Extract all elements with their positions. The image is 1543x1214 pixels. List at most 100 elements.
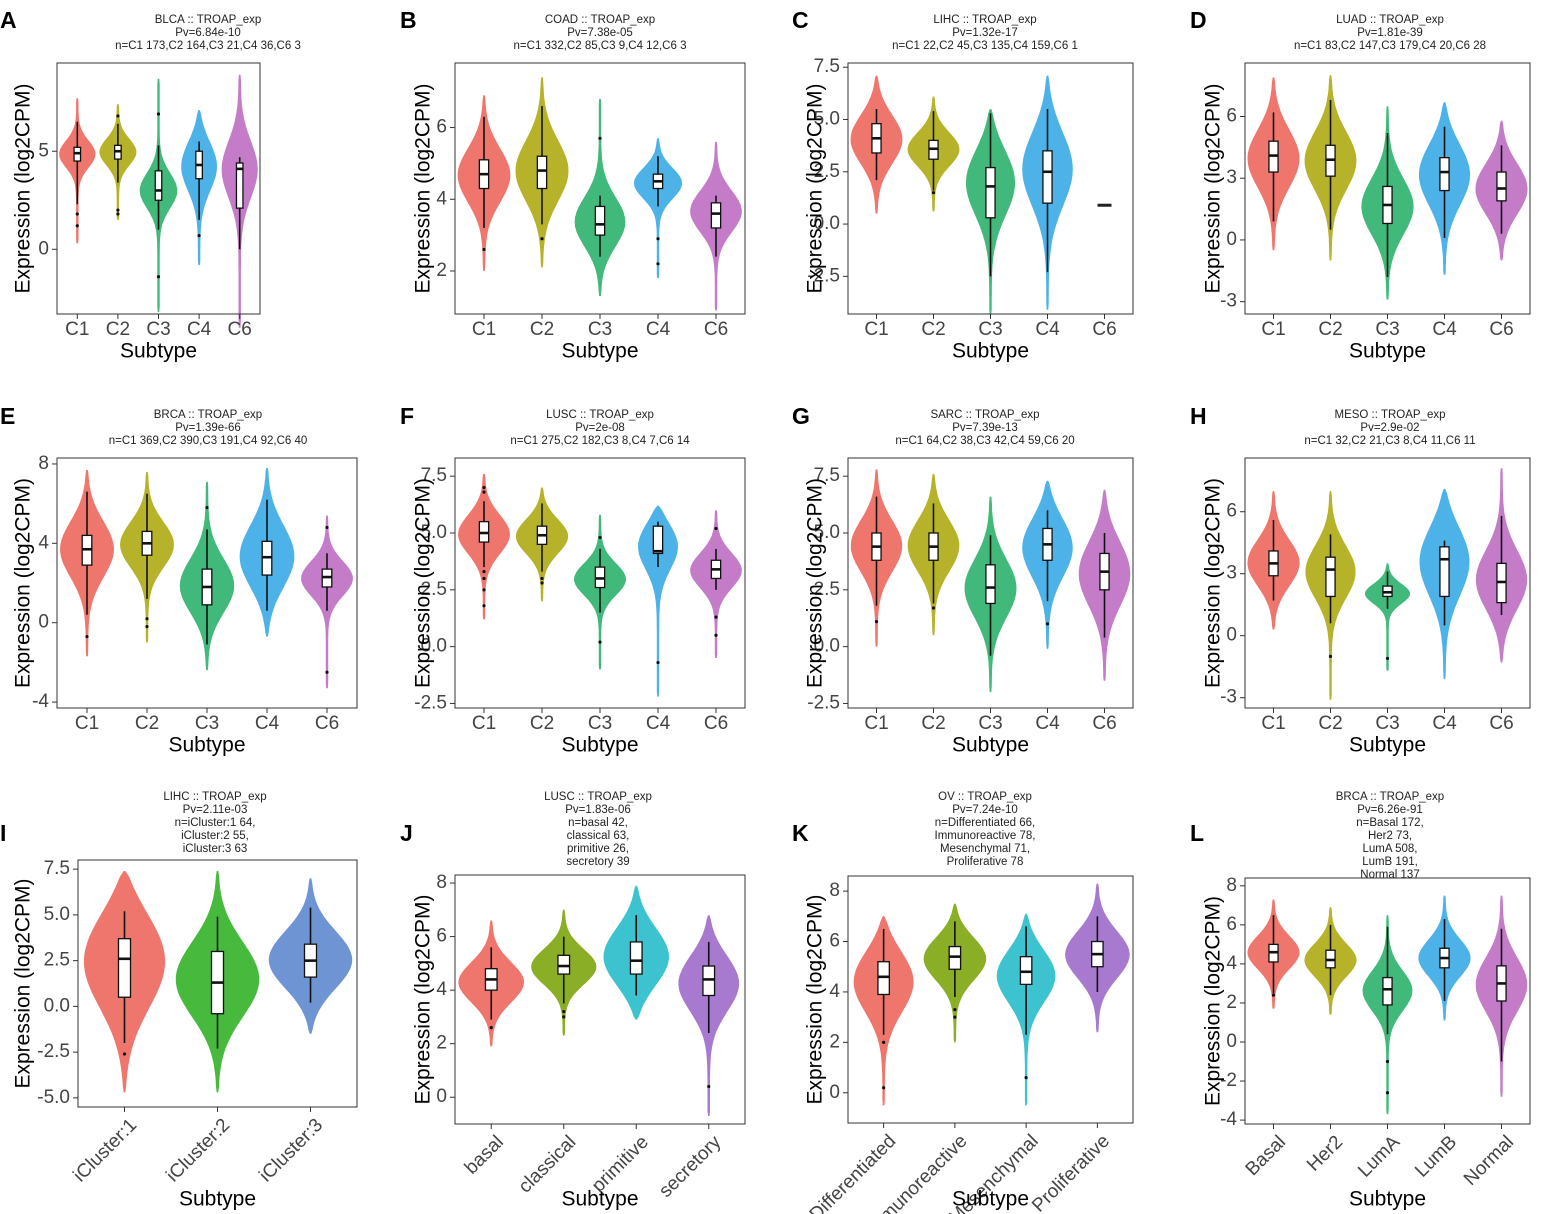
- x-tick-label: C2: [530, 319, 554, 340]
- y-tick-label: 0.0: [44, 995, 70, 1016]
- y-tick-label: 6: [436, 926, 447, 947]
- y-axis-title: Expression (log2CPM): [1202, 896, 1225, 1106]
- y-tick-label: 5.0: [814, 108, 840, 129]
- chart-title-line: LumA 508,: [1363, 843, 1418, 855]
- x-tick-label: C3: [588, 319, 612, 340]
- y-tick-label: 0.0: [814, 636, 840, 657]
- x-tick-label: C1: [1261, 713, 1285, 734]
- box: [1325, 556, 1336, 598]
- y-tick-label: 0.0: [814, 213, 840, 234]
- chart-title-line: Pv=7.24e-10: [952, 804, 1018, 816]
- outlier-point: [482, 485, 486, 490]
- plot-frame: [454, 874, 746, 1125]
- y-tick-label: 0.0: [421, 636, 447, 657]
- violin-c2: [1304, 75, 1357, 261]
- violin-c3: [139, 78, 178, 312]
- y-tick-label: 0: [1226, 1031, 1237, 1052]
- y-tick-label: 8: [1226, 875, 1237, 896]
- x-tick-label: C2: [921, 713, 945, 734]
- box: [702, 965, 716, 997]
- y-tick-label: 2: [436, 1033, 447, 1054]
- x-tick-label: C2: [921, 319, 945, 340]
- violin-primitive: [603, 885, 669, 1020]
- y-axis-title: Expression (log2CPM): [1202, 478, 1225, 688]
- box: [557, 954, 571, 975]
- outlier-point: [882, 1040, 886, 1044]
- violin-c2: [1305, 491, 1356, 700]
- chart-title-line: BRCA :: TROAP_exp: [154, 409, 262, 421]
- chart-title-line: SARC :: TROAP_exp: [930, 409, 1039, 421]
- chart-title-line: BRCA :: TROAP_exp: [1336, 791, 1444, 803]
- violin-c4: [1022, 75, 1073, 310]
- outlier-point: [75, 224, 79, 228]
- y-tick-label: -2.5: [414, 692, 447, 713]
- outlier-point: [540, 581, 544, 585]
- chart-title-line: LIHC :: TROAP_exp: [163, 791, 266, 803]
- violin-c2: [120, 471, 174, 643]
- chart-title-line: Pv=1.39e-66: [175, 422, 241, 434]
- outlier-point: [714, 615, 718, 619]
- x-tick-label: iCluster:2: [162, 1115, 234, 1187]
- outlier-point: [562, 1015, 566, 1019]
- violin-basal: [458, 920, 525, 1047]
- x-tick-label: C6: [704, 319, 728, 340]
- x-tick-label: C4: [646, 713, 671, 734]
- violin-c4: [1418, 102, 1471, 275]
- chart-title-line: Immunoreactive 78,: [935, 830, 1036, 842]
- x-tick-label: C1: [75, 713, 99, 734]
- chart-title-line: Mesenchymal 71,: [940, 843, 1030, 855]
- chart-title-line: n=C1 22,C2 45,C3 135,C4 159,C6 1: [892, 40, 1078, 52]
- violin-c3: [574, 514, 626, 670]
- chart-title-line: iCluster:3 63: [183, 843, 248, 855]
- y-tick-label: -4: [32, 691, 49, 712]
- outlier-point: [145, 625, 149, 629]
- chart-title-line: primitive 26,: [567, 843, 629, 855]
- x-tick-label: C3: [978, 319, 1002, 340]
- x-tick-label: Basal: [1242, 1132, 1290, 1180]
- violin-c3: [966, 109, 1015, 314]
- outlier-point: [197, 233, 201, 238]
- chart-title-line: LumB 191,: [1362, 856, 1418, 868]
- x-axis-title: Subtype: [561, 1188, 638, 1211]
- violin-c3: [1361, 106, 1414, 300]
- outlier-point: [953, 1015, 957, 1019]
- y-tick-label: -3: [1220, 687, 1237, 708]
- chart-title-line: n=C1 275,C2 182,C3 8,C4 7,C6 14: [510, 435, 690, 447]
- chart-title-line: OV :: TROAP_exp: [938, 791, 1032, 803]
- panel-letter: L: [1190, 820, 1204, 846]
- x-axis-title: Subtype: [120, 340, 197, 363]
- y-tick-label: 6: [1226, 106, 1237, 127]
- y-tick-label: 0: [1226, 229, 1237, 250]
- violin-secretory: [678, 915, 740, 1116]
- x-tick-label: C6: [1489, 713, 1513, 734]
- violin-c2: [515, 487, 569, 602]
- outlier-point: [205, 506, 209, 510]
- chart-title-line: n=iCluster:1 64,: [175, 817, 256, 829]
- chart-title-line: n=C1 369,C2 390,C3 191,C4 92,C6 40: [109, 435, 308, 447]
- chart-title-line: LUSC :: TROAP_exp: [546, 409, 654, 421]
- outlier-point: [156, 112, 161, 116]
- box: [985, 564, 996, 605]
- violin-classical: [531, 909, 597, 1036]
- y-axis-title: Expression (log2CPM): [12, 83, 35, 293]
- x-axis-title: Subtype: [1349, 734, 1426, 757]
- violin-c1: [1247, 491, 1300, 630]
- outlier-point: [482, 247, 486, 252]
- outlier-point: [1385, 1091, 1390, 1095]
- panel-letter: H: [1190, 403, 1207, 429]
- violin-c3: [179, 481, 235, 671]
- outlier-point: [714, 526, 718, 531]
- chart-title-line: n=Basal 172,: [1356, 817, 1423, 829]
- x-tick-label: C4: [1432, 319, 1457, 340]
- outlier-point: [598, 640, 602, 644]
- x-tick-label: C6: [704, 713, 728, 734]
- y-tick-label: -3: [1220, 291, 1237, 312]
- outlier-point: [85, 634, 89, 639]
- x-tick-label: LumB: [1411, 1132, 1461, 1182]
- y-tick-label: 5.0: [421, 522, 447, 543]
- x-tick-label: C4: [1432, 713, 1457, 734]
- y-axis-title: Expression (log2CPM): [412, 83, 435, 293]
- x-tick-label: C4: [646, 319, 671, 340]
